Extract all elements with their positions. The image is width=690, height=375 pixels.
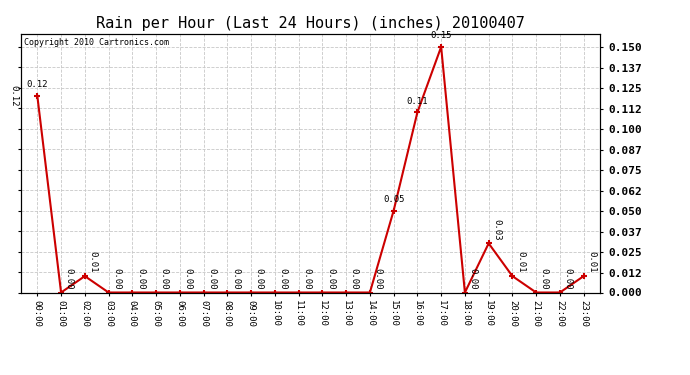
Text: 0.00: 0.00: [159, 268, 168, 289]
Text: 0.00: 0.00: [469, 268, 477, 289]
Text: 0.00: 0.00: [65, 268, 74, 289]
Text: 0.11: 0.11: [406, 97, 428, 106]
Text: 0.00: 0.00: [373, 268, 382, 289]
Text: 0.00: 0.00: [231, 268, 240, 289]
Text: 0.00: 0.00: [279, 268, 288, 289]
Text: 0.00: 0.00: [207, 268, 216, 289]
Title: Rain per Hour (Last 24 Hours) (inches) 20100407: Rain per Hour (Last 24 Hours) (inches) 2…: [96, 16, 525, 31]
Text: Copyright 2010 Cartronics.com: Copyright 2010 Cartronics.com: [23, 38, 168, 46]
Text: 0.00: 0.00: [112, 268, 121, 289]
Text: 0.01: 0.01: [587, 251, 596, 273]
Text: 0.01: 0.01: [88, 251, 97, 273]
Text: 0.00: 0.00: [350, 268, 359, 289]
Text: 0.03: 0.03: [492, 219, 501, 240]
Text: 0.00: 0.00: [326, 268, 335, 289]
Text: 0.00: 0.00: [302, 268, 311, 289]
Text: 0.00: 0.00: [184, 268, 193, 289]
Text: 0.15: 0.15: [431, 31, 452, 40]
Text: 0.12: 0.12: [9, 85, 18, 107]
Text: 0.00: 0.00: [255, 268, 264, 289]
Text: 0.00: 0.00: [540, 268, 549, 289]
Text: 0.00: 0.00: [136, 268, 145, 289]
Text: 0.05: 0.05: [383, 195, 404, 204]
Text: 0.12: 0.12: [27, 80, 48, 89]
Text: 0.01: 0.01: [516, 251, 525, 273]
Text: 0.00: 0.00: [564, 268, 573, 289]
